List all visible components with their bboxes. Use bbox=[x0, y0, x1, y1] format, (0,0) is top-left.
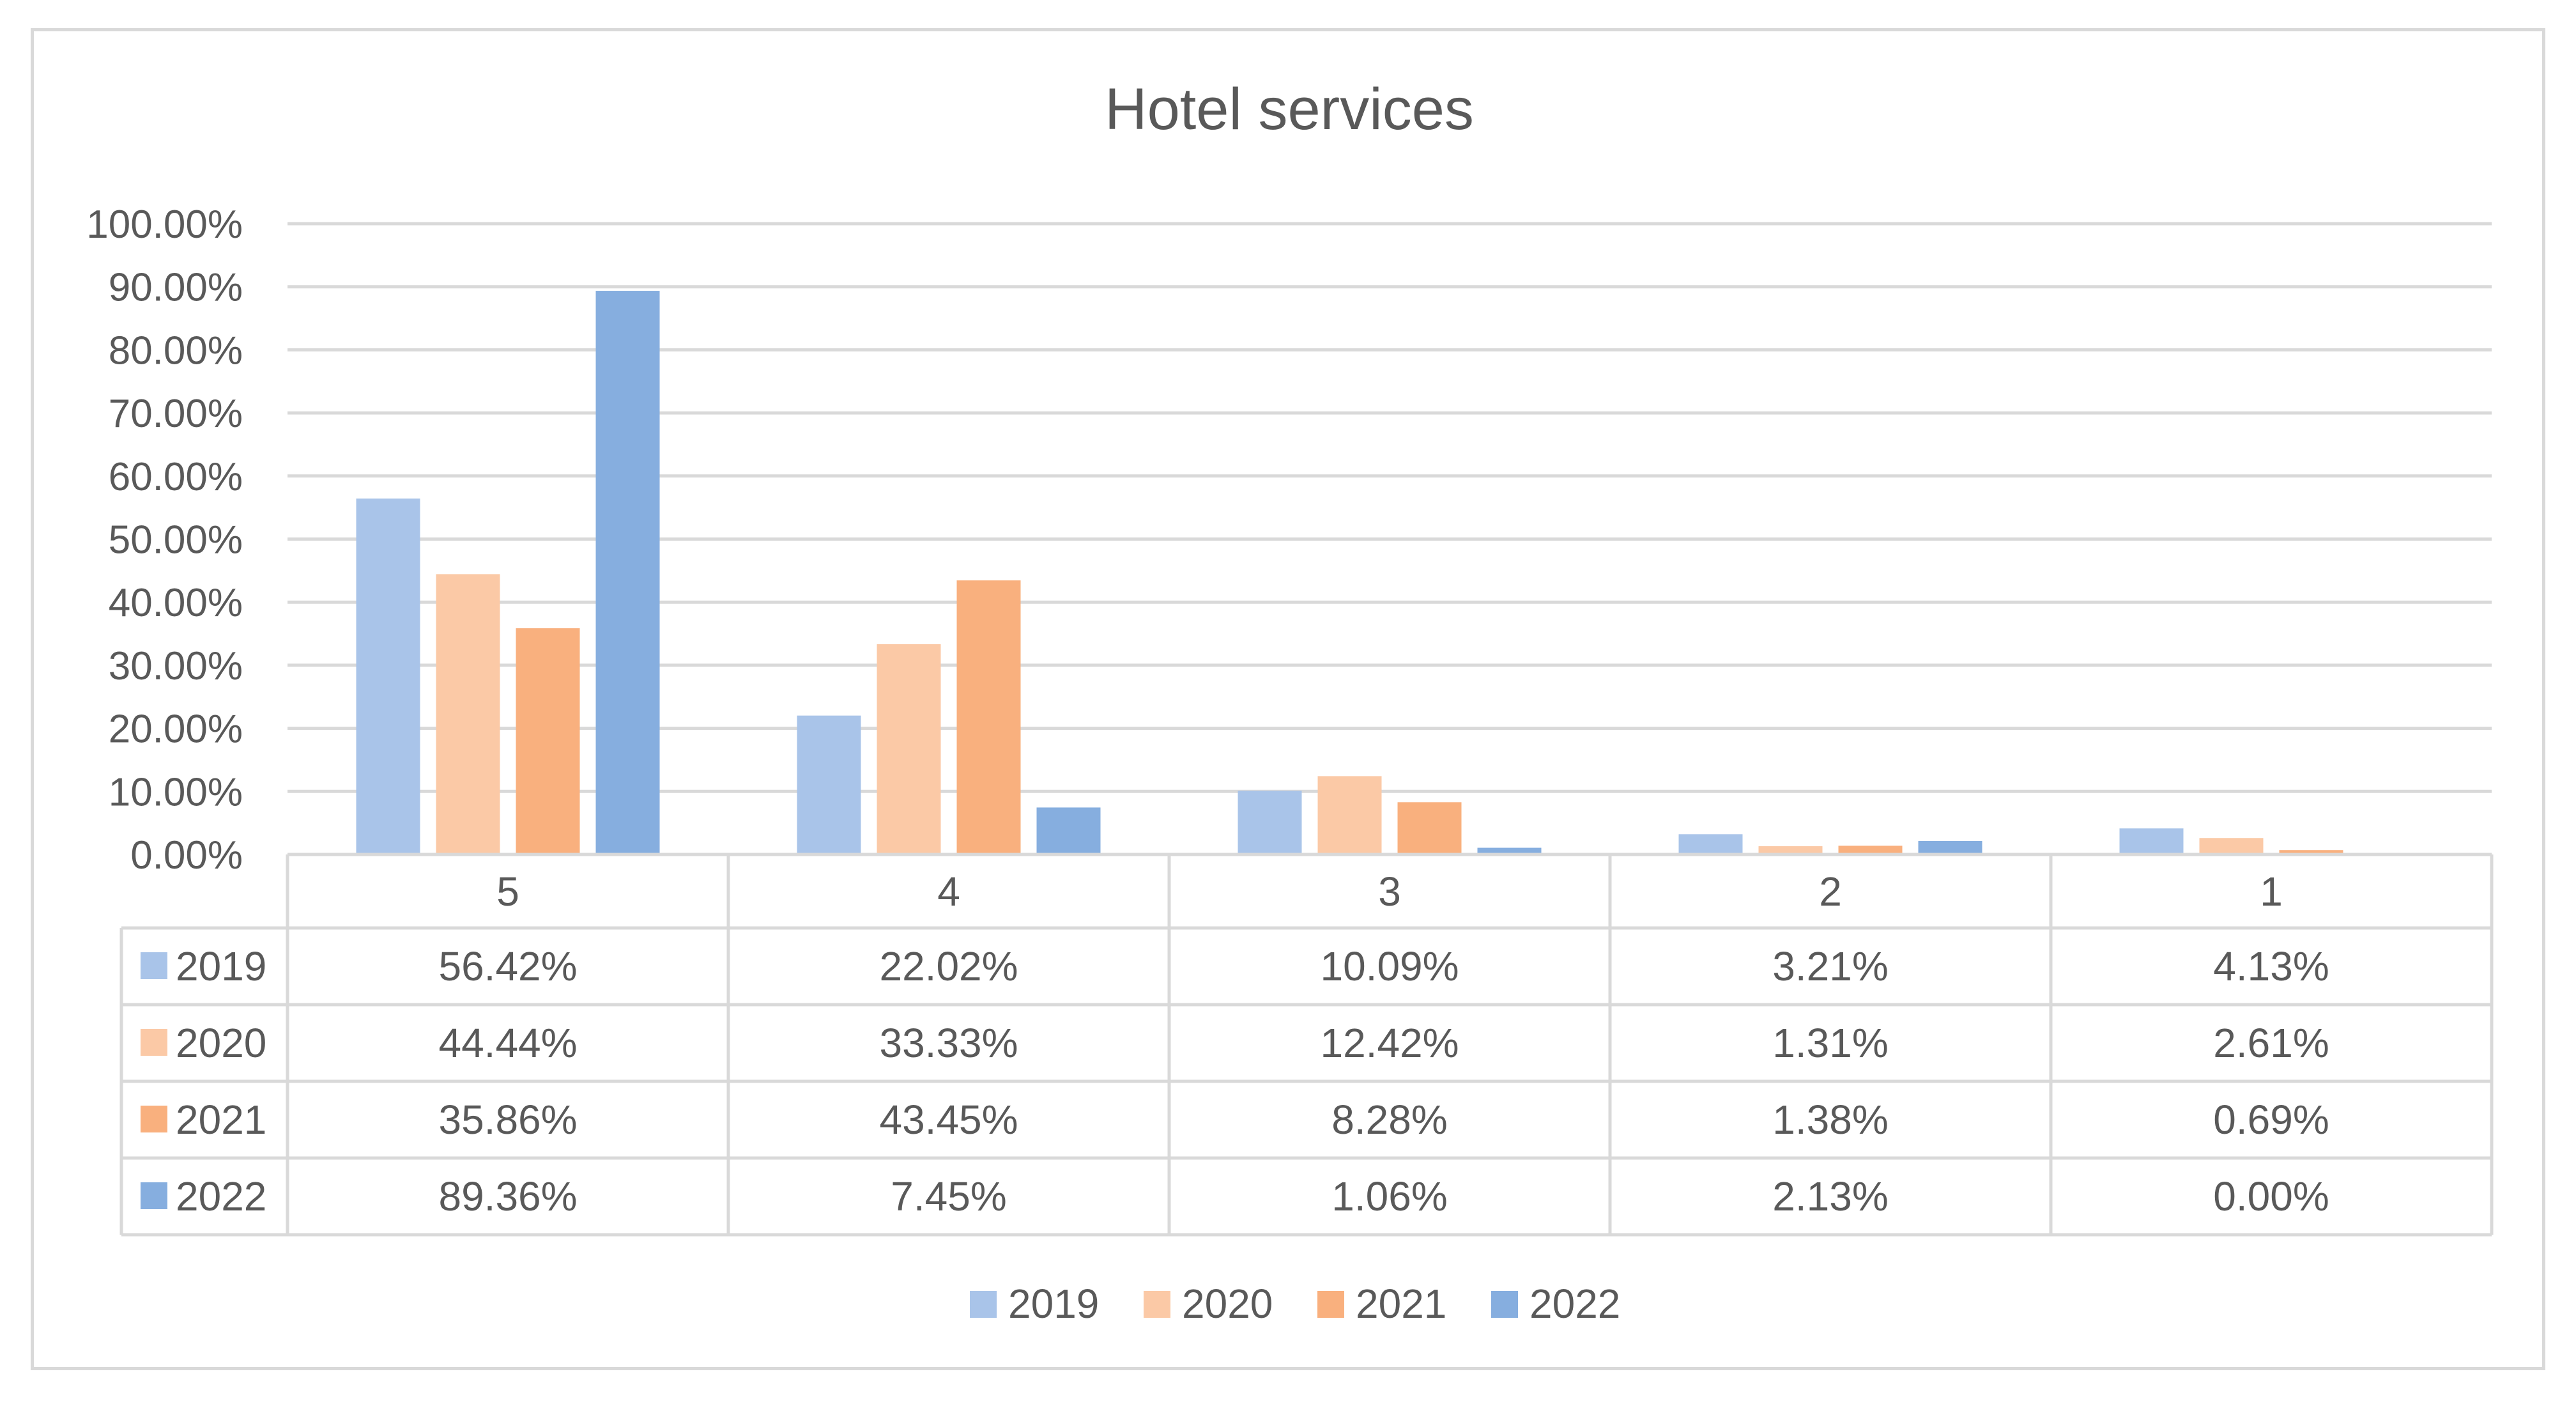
bar-2019-cat-1 bbox=[2119, 828, 2184, 854]
bar-2022-cat-3 bbox=[1477, 847, 1542, 854]
legend-swatch bbox=[1491, 1291, 1518, 1318]
x-tick-label: 5 bbox=[496, 869, 519, 915]
y-tick-label: 60.00% bbox=[109, 455, 243, 499]
bar-2019-cat-5 bbox=[356, 498, 420, 854]
data-label: 4.13% bbox=[2213, 943, 2329, 989]
data-label: 43.45% bbox=[879, 1097, 1018, 1143]
bar-2021-cat-2 bbox=[1838, 846, 1903, 854]
data-label: 22.02% bbox=[879, 943, 1018, 989]
legend-entry: 2022 bbox=[1529, 1281, 1620, 1327]
bar-2021-cat-5 bbox=[516, 628, 580, 854]
y-tick-label: 100.00% bbox=[86, 203, 243, 247]
x-tick-label: 1 bbox=[2260, 869, 2283, 915]
data-label: 2.13% bbox=[1772, 1173, 1888, 1219]
data-label: 35.86% bbox=[438, 1097, 577, 1143]
data-label: 0.00% bbox=[2213, 1173, 2329, 1219]
data-label: 1.31% bbox=[1772, 1020, 1888, 1066]
data-label: 3.21% bbox=[1772, 943, 1888, 989]
table-legend-key bbox=[141, 1029, 167, 1056]
bars bbox=[356, 291, 2343, 854]
table-legend-key bbox=[141, 1106, 167, 1132]
table-series-name: 2019 bbox=[176, 943, 266, 989]
bar-2020-cat-3 bbox=[1317, 776, 1382, 854]
table-series-name: 2021 bbox=[176, 1097, 266, 1143]
x-tick-label: 2 bbox=[1819, 869, 1842, 915]
legend: 2019 2020 2021 2022 bbox=[970, 1281, 1620, 1327]
bar-2020-cat-4 bbox=[877, 644, 941, 854]
y-axis-tick-labels: 0.00% 10.00% 20.00% 30.00% 40.00% 50.00% 60.00… bbox=[86, 203, 243, 877]
legend-swatch bbox=[1317, 1291, 1344, 1318]
data-label: 56.42% bbox=[438, 943, 577, 989]
legend-swatch bbox=[970, 1291, 997, 1318]
data-label: 1.06% bbox=[1331, 1173, 1447, 1219]
bar-2021-cat-3 bbox=[1397, 802, 1462, 854]
bar-2020-cat-2 bbox=[1758, 846, 1823, 854]
bar-2019-cat-4 bbox=[797, 715, 861, 854]
bar-2021-cat-1 bbox=[2279, 850, 2343, 854]
chart-title: Hotel services bbox=[1105, 77, 1474, 142]
y-tick-label: 20.00% bbox=[109, 707, 243, 752]
bar-2020-cat-1 bbox=[2199, 838, 2264, 854]
table-series-name: 2022 bbox=[176, 1173, 266, 1219]
data-label: 2.61% bbox=[2213, 1020, 2329, 1066]
y-tick-label: 40.00% bbox=[109, 581, 243, 625]
data-label: 8.28% bbox=[1331, 1097, 1447, 1143]
bar-2022-cat-2 bbox=[1918, 840, 1982, 854]
bar-2022-cat-5 bbox=[595, 291, 660, 854]
table-legend-key bbox=[141, 952, 167, 979]
bar-2021-cat-4 bbox=[956, 580, 1021, 854]
y-tick-label: 30.00% bbox=[109, 644, 243, 688]
data-label: 89.36% bbox=[438, 1173, 577, 1219]
legend-entry: 2019 bbox=[1008, 1281, 1099, 1327]
data-label: 1.38% bbox=[1772, 1097, 1888, 1143]
bar-2022-cat-4 bbox=[1036, 807, 1101, 854]
data-table: 5 4 3 2 1 2019 56.42% 22.02% 10.09% 3.21% 4.13% 202… bbox=[119, 853, 2494, 1237]
y-tick-label: 90.00% bbox=[109, 266, 243, 310]
data-label: 0.69% bbox=[2213, 1097, 2329, 1143]
x-tick-label: 4 bbox=[937, 869, 960, 915]
data-label: 33.33% bbox=[879, 1020, 1018, 1066]
data-label: 7.45% bbox=[891, 1173, 1006, 1219]
data-label: 12.42% bbox=[1320, 1020, 1459, 1066]
y-tick-label: 50.00% bbox=[109, 518, 243, 562]
legend-entry: 2020 bbox=[1182, 1281, 1273, 1327]
data-label: 44.44% bbox=[438, 1020, 577, 1066]
table-series-name: 2020 bbox=[176, 1020, 266, 1066]
legend-entry: 2021 bbox=[1356, 1281, 1446, 1327]
bar-2020-cat-5 bbox=[436, 574, 500, 854]
bar-2019-cat-3 bbox=[1238, 791, 1302, 854]
legend-swatch bbox=[1144, 1291, 1170, 1318]
y-tick-label: 70.00% bbox=[109, 392, 243, 436]
y-tick-label: 80.00% bbox=[109, 328, 243, 373]
bar-2019-cat-2 bbox=[1678, 834, 1743, 854]
x-tick-label: 3 bbox=[1378, 869, 1401, 915]
y-tick-label: 0.00% bbox=[130, 833, 243, 877]
y-tick-label: 10.00% bbox=[109, 770, 243, 814]
data-label: 10.09% bbox=[1320, 943, 1459, 989]
table-legend-key bbox=[141, 1182, 167, 1209]
